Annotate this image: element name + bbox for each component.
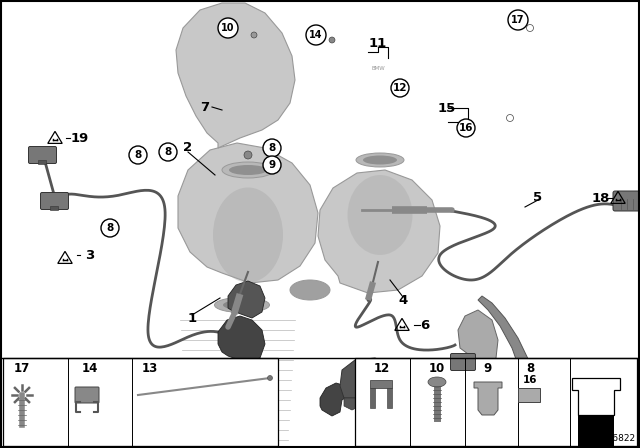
Ellipse shape [223,300,261,310]
Text: 1: 1 [188,311,196,324]
Circle shape [263,156,281,174]
Polygon shape [178,143,318,283]
Polygon shape [176,3,295,148]
FancyBboxPatch shape [29,146,56,164]
Text: 14: 14 [309,30,323,40]
Text: 19: 19 [71,132,89,145]
Text: 10: 10 [221,23,235,33]
Text: 15: 15 [438,102,456,115]
Text: 8: 8 [134,150,141,160]
Circle shape [527,25,534,31]
Bar [3,358,278,446]
Ellipse shape [214,297,269,313]
Circle shape [159,143,177,161]
Text: 18: 18 [592,191,610,204]
Bar [50,206,58,210]
Text: 12: 12 [374,362,390,375]
Text: 8: 8 [268,143,276,153]
Ellipse shape [428,377,446,387]
Text: 17: 17 [511,15,525,25]
Text: 9: 9 [268,160,276,170]
Text: 6: 6 [420,319,429,332]
Circle shape [506,115,513,121]
FancyBboxPatch shape [613,191,640,211]
Text: 3: 3 [85,249,95,262]
Circle shape [218,18,238,38]
Polygon shape [320,383,348,416]
Ellipse shape [363,155,397,164]
Text: 13: 13 [142,362,158,375]
FancyBboxPatch shape [40,193,68,210]
Text: 14: 14 [82,362,98,375]
Text: 12: 12 [393,83,407,93]
Bar [578,415,614,446]
Polygon shape [340,358,412,398]
Bar [370,380,392,388]
Text: 10: 10 [429,362,445,375]
Circle shape [306,25,326,45]
Circle shape [244,151,252,159]
Bar [38,160,46,164]
Circle shape [129,146,147,164]
Circle shape [251,32,257,38]
Text: BMW: BMW [371,65,385,70]
Text: 16: 16 [459,123,473,133]
Text: 4: 4 [398,293,408,306]
Circle shape [329,37,335,43]
Text: 7: 7 [200,100,209,113]
Text: 11: 11 [369,36,387,49]
Text: 8: 8 [164,147,172,157]
Ellipse shape [229,165,267,175]
Circle shape [101,219,119,237]
Circle shape [457,119,475,137]
Polygon shape [318,170,440,293]
Text: 206822: 206822 [601,434,635,443]
Text: 9: 9 [484,362,492,375]
Polygon shape [478,296,540,426]
Text: 16: 16 [523,375,537,385]
Ellipse shape [348,175,413,255]
Ellipse shape [356,153,404,167]
Text: 2: 2 [184,141,193,154]
Polygon shape [572,378,620,415]
Circle shape [263,139,281,157]
FancyBboxPatch shape [75,387,99,403]
Circle shape [391,79,409,97]
Polygon shape [228,281,265,318]
Polygon shape [344,398,360,410]
Polygon shape [218,316,265,362]
Polygon shape [474,382,502,415]
Polygon shape [235,358,268,426]
Text: 5: 5 [533,190,543,203]
Polygon shape [458,310,498,363]
Ellipse shape [290,280,330,300]
Bar [355,358,637,446]
Polygon shape [370,388,375,408]
Polygon shape [387,388,392,408]
Text: 8: 8 [106,223,114,233]
FancyBboxPatch shape [518,388,540,402]
Circle shape [268,375,273,380]
Ellipse shape [222,162,274,178]
Ellipse shape [213,188,283,283]
Circle shape [508,10,528,30]
Text: 8: 8 [526,362,534,375]
Text: 17: 17 [14,362,30,375]
FancyBboxPatch shape [451,353,476,370]
